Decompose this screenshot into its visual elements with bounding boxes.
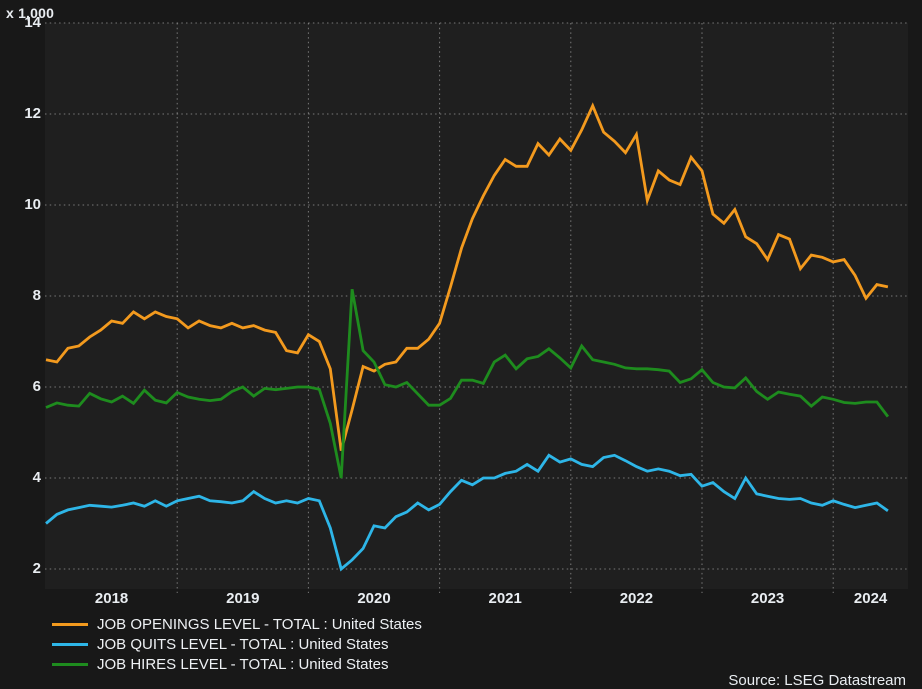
- legend-item-hires: JOB HIRES LEVEL - TOTAL : United States: [52, 654, 422, 674]
- y-tick-label: 12: [24, 105, 41, 122]
- y-tick-label: 8: [32, 287, 41, 304]
- legend-line-swatch-openings: [52, 622, 88, 626]
- series-line-2: [45, 288, 890, 479]
- x-tick-label: 2018: [94, 590, 129, 607]
- y-tick-label: 4: [32, 469, 41, 486]
- legend-label-quits: JOB QUITS LEVEL - TOTAL : United States: [97, 635, 389, 653]
- legend-label-hires: JOB HIRES LEVEL - TOTAL : United States: [97, 655, 389, 673]
- x-tick-label: 2024: [853, 590, 888, 607]
- y-axis-unit-label: x 1,000: [6, 5, 55, 21]
- legend-line-swatch-quits: [52, 642, 88, 646]
- legend-line-swatch-hires: [52, 662, 88, 666]
- series-line-0: [45, 102, 889, 452]
- x-tick-label: 2021: [488, 590, 522, 607]
- source-attribution: Source: LSEG Datastream: [728, 672, 906, 689]
- x-tick-label: 2019: [226, 590, 260, 607]
- legend-item-openings: JOB OPENINGS LEVEL - TOTAL : United Stat…: [52, 614, 422, 634]
- y-tick-label: 6: [32, 378, 41, 395]
- series-line-1: [45, 453, 889, 572]
- legend-label-openings: JOB OPENINGS LEVEL - TOTAL : United Stat…: [97, 615, 422, 633]
- x-tick-label: 2020: [357, 590, 391, 607]
- legend-item-quits: JOB QUITS LEVEL - TOTAL : United States: [52, 634, 422, 654]
- plot-area: [45, 23, 908, 589]
- x-tick-label: 2023: [750, 590, 785, 607]
- legend: JOB OPENINGS LEVEL - TOTAL : United Stat…: [52, 614, 422, 674]
- y-tick-label: 14: [24, 14, 41, 31]
- y-tick-label: 10: [24, 196, 41, 213]
- x-tick-label: 2022: [619, 590, 654, 607]
- y-tick-label: 2: [32, 560, 41, 577]
